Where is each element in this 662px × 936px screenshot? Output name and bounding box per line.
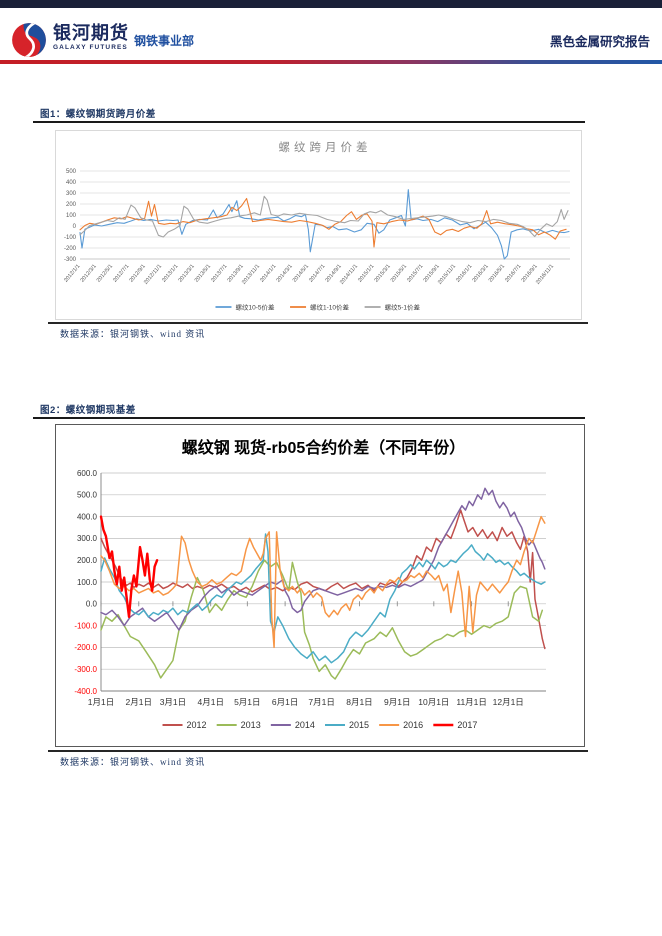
svg-text:300.0: 300.0	[77, 534, 98, 543]
svg-text:2015/1/1: 2015/1/1	[357, 263, 375, 283]
svg-text:5月1日: 5月1日	[234, 697, 260, 707]
top-bar	[0, 0, 662, 8]
legend: 螺纹10-5价差 螺纹1-10价差 螺纹5-1价差	[215, 302, 420, 311]
svg-text:500.0: 500.0	[77, 491, 98, 500]
svg-text:2016/5/1: 2016/5/1	[488, 263, 506, 283]
svg-text:2013/5/1: 2013/5/1	[194, 263, 212, 283]
svg-text:-200.0: -200.0	[74, 643, 97, 652]
svg-text:2015/5/1: 2015/5/1	[390, 263, 408, 283]
svg-text:2015: 2015	[349, 720, 369, 730]
svg-text:2016/3/1: 2016/3/1	[472, 263, 490, 283]
svg-text:8月1日: 8月1日	[346, 697, 372, 707]
figure2-chart: 螺纹钢 现货-rb05合约价差（不同年份） 600.0 500.0 400.0 300.…	[74, 438, 546, 730]
svg-text:2015/7/1: 2015/7/1	[406, 263, 424, 283]
svg-text:2015/3/1: 2015/3/1	[374, 263, 392, 283]
svg-text:4月1日: 4月1日	[197, 697, 223, 707]
figure2-bottom-rule	[48, 750, 588, 752]
figure2-source: 数据来源：银河钢铁、wind 资讯	[60, 757, 206, 767]
svg-text:2012/7/1: 2012/7/1	[112, 263, 130, 283]
svg-text:2013: 2013	[241, 720, 261, 730]
svg-text:螺纹1-10价差: 螺纹1-10价差	[310, 302, 350, 311]
gridlines	[80, 170, 570, 260]
svg-text:2012/1/1: 2012/1/1	[63, 263, 81, 283]
svg-text:2014/1/1: 2014/1/1	[259, 263, 277, 283]
svg-text:2014/3/1: 2014/3/1	[276, 263, 294, 283]
svg-text:2014: 2014	[295, 720, 315, 730]
svg-text:-100.0: -100.0	[74, 621, 97, 630]
series-2012	[100, 509, 546, 650]
division-label: 钢铁事业部	[134, 34, 195, 48]
svg-text:2014/7/1: 2014/7/1	[308, 263, 326, 283]
svg-text:12月1日: 12月1日	[493, 697, 524, 707]
figure1-chart: 螺纹跨月价差 500 400 300 200 100 0 -100 -200 -3002012/1…	[63, 140, 570, 311]
legend: 2012 2013 2014 2015 2016 2017	[162, 720, 477, 730]
svg-text:500: 500	[66, 169, 77, 175]
svg-text:9月1日: 9月1日	[384, 697, 410, 707]
svg-text:400: 400	[66, 180, 77, 186]
series-2013	[100, 559, 544, 680]
svg-text:400.0: 400.0	[77, 512, 98, 521]
svg-text:0: 0	[73, 224, 77, 230]
svg-text:-100: -100	[64, 235, 77, 241]
figure2-label: 图2：螺纹钢期现基差	[40, 405, 136, 416]
svg-text:2016: 2016	[403, 720, 423, 730]
svg-text:1月1日: 1月1日	[88, 697, 114, 707]
svg-text:-200: -200	[64, 246, 77, 252]
svg-text:6月1日: 6月1日	[272, 697, 298, 707]
svg-text:螺纹10-5价差: 螺纹10-5价差	[235, 302, 275, 311]
series-2015	[100, 533, 546, 664]
svg-text:2016/1/1: 2016/1/1	[455, 263, 473, 283]
galaxy-futures-logo-icon	[12, 23, 46, 57]
svg-text:0.0: 0.0	[86, 600, 98, 609]
brand-block: 银河期货 GALAXY FUTURES	[53, 24, 129, 51]
svg-text:3月1日: 3月1日	[160, 697, 186, 707]
series-2016	[100, 515, 546, 649]
svg-text:-300: -300	[64, 257, 77, 263]
svg-text:11月1日: 11月1日	[456, 697, 487, 707]
series-螺纹5-1价差	[79, 195, 569, 238]
svg-text:200.0: 200.0	[77, 556, 98, 565]
report-title: 黑色金属研究报告	[549, 35, 650, 49]
svg-text:-300.0: -300.0	[74, 665, 97, 674]
brand-name-en: GALAXY FUTURES	[53, 44, 128, 51]
series-2017	[99, 515, 159, 619]
figure1-label: 图1：螺纹钢期货跨月价差	[40, 109, 156, 120]
svg-text:200: 200	[66, 202, 77, 208]
figure1-top-rule	[33, 121, 585, 123]
figure1-source: 数据来源：银河钢铁、wind 资讯	[60, 329, 206, 339]
svg-text:100: 100	[66, 213, 77, 219]
svg-text:2012/3/1: 2012/3/1	[80, 263, 98, 283]
series-螺纹1-10价差	[79, 197, 567, 248]
svg-text:100.0: 100.0	[77, 578, 98, 587]
svg-text:7月1日: 7月1日	[308, 697, 334, 707]
figure1-bottom-rule	[48, 322, 588, 324]
svg-text:螺纹5-1价差: 螺纹5-1价差	[385, 302, 421, 311]
svg-text:2012: 2012	[187, 720, 207, 730]
svg-text:2014/5/1: 2014/5/1	[292, 263, 310, 283]
svg-text:10月1日: 10月1日	[418, 697, 449, 707]
svg-text:螺纹钢 现货-rb05合约价差（不同年份）: 螺纹钢 现货-rb05合约价差（不同年份）	[182, 438, 466, 457]
brand-name-cn: 银河期货	[53, 23, 129, 43]
svg-text:2月1日: 2月1日	[126, 697, 152, 707]
figure2-chart-frame: 螺纹钢 现货-rb05合约价差（不同年份） 600.0 500.0 400.0 300.…	[55, 424, 585, 747]
svg-text:300: 300	[66, 191, 77, 197]
figure2-top-rule	[33, 417, 585, 419]
svg-text:2013/1/1: 2013/1/1	[161, 263, 179, 283]
series-2014	[100, 487, 546, 631]
svg-text:2016/7/1: 2016/7/1	[504, 263, 522, 283]
header-gradient-rule	[0, 60, 662, 64]
svg-text:2013/3/1: 2013/3/1	[178, 263, 196, 283]
svg-text:2012/5/1: 2012/5/1	[96, 263, 114, 283]
svg-text:-400.0: -400.0	[74, 687, 97, 696]
svg-text:600.0: 600.0	[77, 469, 98, 478]
figure1-chart-frame: 螺纹跨月价差 500 400 300 200 100 0 -100 -200 -300 2012/1…	[55, 130, 582, 320]
svg-text:2013/7/1: 2013/7/1	[210, 263, 228, 283]
svg-text:螺纹跨月价差: 螺纹跨月价差	[279, 140, 372, 154]
svg-text:2017: 2017	[457, 720, 477, 730]
